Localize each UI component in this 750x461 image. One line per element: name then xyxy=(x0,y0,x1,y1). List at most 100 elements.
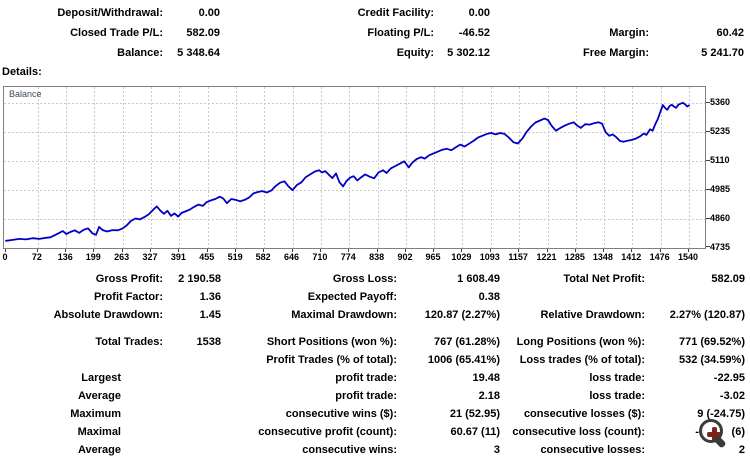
x-axis-tick-label: 646 xyxy=(283,252,300,262)
stats-value: 120.87 (2.27%) xyxy=(424,309,500,321)
stats-row-label: Maximal xyxy=(77,426,121,438)
x-axis-tick-label: 1540 xyxy=(677,252,699,262)
x-axis-tick xyxy=(659,249,661,252)
zoom-in-cursor-icon xyxy=(699,419,729,451)
stats-label: consecutive losses ($): xyxy=(523,408,645,420)
summary-value: 5 241.70 xyxy=(701,47,744,59)
x-axis-tick xyxy=(405,249,407,252)
x-axis-tick-label: 1221 xyxy=(536,252,557,262)
stats-value: 2 190.58 xyxy=(178,273,221,285)
x-axis-tick xyxy=(65,249,67,252)
x-axis-tick-label: 965 xyxy=(425,252,441,262)
stats-label: Relative Drawdown: xyxy=(540,309,645,321)
x-axis-tick-label: 327 xyxy=(142,252,158,262)
stats-value: 2.27% (120.87) xyxy=(669,309,745,321)
stats-label: consecutive wins ($): xyxy=(285,408,397,420)
stats-value: -3.02 xyxy=(719,390,745,402)
stats-label: profit trade: xyxy=(335,390,397,402)
summary-label: Balance: xyxy=(117,47,163,59)
x-axis-tick-label: 1285 xyxy=(564,252,585,262)
stats-label: loss trade: xyxy=(589,372,645,384)
y-axis-tick-label: 5360 xyxy=(710,96,731,107)
x-axis-tick-label: 1157 xyxy=(508,252,528,262)
x-axis-tick-label: 1029 xyxy=(451,252,472,262)
stats-label: Loss trades (% of total): xyxy=(519,354,645,366)
chart-series-label: Balance xyxy=(9,89,42,99)
summary-value: 0.00 xyxy=(198,7,220,19)
summary-value: 5 302.12 xyxy=(447,47,490,59)
stats-label: Gross Loss: xyxy=(332,273,397,285)
stats-value: 1 608.49 xyxy=(457,273,500,285)
stats-label: Total Trades: xyxy=(95,336,163,348)
details-heading: Details: xyxy=(2,66,42,78)
stats-label: Long Positions (won %): xyxy=(516,336,645,348)
y-axis-tick-label: 4985 xyxy=(710,183,731,194)
stats-label: profit trade: xyxy=(335,372,397,384)
stats-label: consecutive losses: xyxy=(540,444,645,456)
x-axis-tick-label: 710 xyxy=(312,252,328,262)
summary-label: Margin: xyxy=(609,27,649,39)
summary-value: 0.00 xyxy=(468,7,490,19)
x-axis-tick xyxy=(489,249,491,252)
stats-row-label: Average xyxy=(77,444,121,456)
balance-line xyxy=(5,101,690,242)
stats-label: consecutive profit (count): xyxy=(258,426,397,438)
stats-value: 9 (-24.75) xyxy=(697,408,745,420)
x-axis-tick xyxy=(235,249,237,252)
stats-label: Expected Payoff: xyxy=(307,291,397,303)
x-axis-tick xyxy=(631,249,633,252)
stats-row-label: Average xyxy=(77,390,121,402)
x-axis-tick xyxy=(546,249,548,252)
y-axis-tick xyxy=(706,130,710,132)
stats-label: loss trade: xyxy=(589,390,645,402)
summary-label: Free Margin: xyxy=(582,47,649,59)
x-axis-tick-label: 774 xyxy=(340,252,356,262)
stats-label: Maximal Drawdown: xyxy=(291,309,397,321)
x-axis-tick xyxy=(93,249,95,252)
x-axis-tick xyxy=(432,249,434,252)
x-axis-tick xyxy=(376,249,378,252)
x-axis-tick xyxy=(574,249,576,252)
x-axis-tick-label: 838 xyxy=(369,252,385,262)
summary-label: Floating P/L: xyxy=(367,27,434,39)
x-axis-tick-label: 902 xyxy=(397,252,413,262)
stats-row-label: Largest xyxy=(81,372,121,384)
balance-chart: Balance xyxy=(3,86,706,249)
stats-value: 771 (69.52%) xyxy=(678,336,745,348)
x-axis-tick xyxy=(518,249,520,252)
y-axis-tick-label: 5235 xyxy=(710,125,731,136)
x-axis-tick xyxy=(291,249,293,252)
x-axis-tick-label: 136 xyxy=(57,252,73,262)
summary-label: Closed Trade P/L: xyxy=(70,27,163,39)
x-axis-tick xyxy=(602,249,604,252)
x-axis-tick-label: 582 xyxy=(255,252,271,262)
stats-value: 767 (61.28%) xyxy=(433,336,500,348)
x-axis-tick xyxy=(206,249,208,252)
x-axis-tick-label: 263 xyxy=(114,252,130,262)
summary-label: Deposit/Withdrawal: xyxy=(57,7,163,19)
y-axis-tick xyxy=(706,246,710,247)
stats-value: 582.09 xyxy=(711,273,745,285)
stats-value: (6) xyxy=(731,426,745,438)
summary-value: 5 348.64 xyxy=(177,47,220,59)
summary-label: Credit Facility: xyxy=(357,7,434,19)
x-axis-tick-label: 0 xyxy=(2,252,8,262)
stats-label: Profit Trades (% of total): xyxy=(266,354,397,366)
stats-value: 3 xyxy=(493,444,500,456)
summary-label: Equity: xyxy=(396,47,434,59)
x-axis-tick xyxy=(348,249,350,252)
x-axis-tick-label: 455 xyxy=(199,252,215,262)
summary-value: -46.52 xyxy=(458,27,490,39)
x-axis-tick-label: 519 xyxy=(227,252,243,262)
x-axis-tick xyxy=(5,249,6,252)
stats-value: 2 xyxy=(738,444,745,456)
x-axis-tick-label: 199 xyxy=(85,252,101,262)
stats-value: 2.18 xyxy=(478,390,500,402)
summary-value: 582.09 xyxy=(186,27,220,39)
x-axis-tick-label: 1348 xyxy=(592,252,613,262)
balance-chart-plot xyxy=(4,87,705,248)
x-axis-tick xyxy=(688,249,689,252)
stats-label: consecutive loss (count): xyxy=(512,426,645,438)
y-axis-tick-label: 4735 xyxy=(710,242,731,252)
magnifier-plus-icon xyxy=(711,427,717,441)
